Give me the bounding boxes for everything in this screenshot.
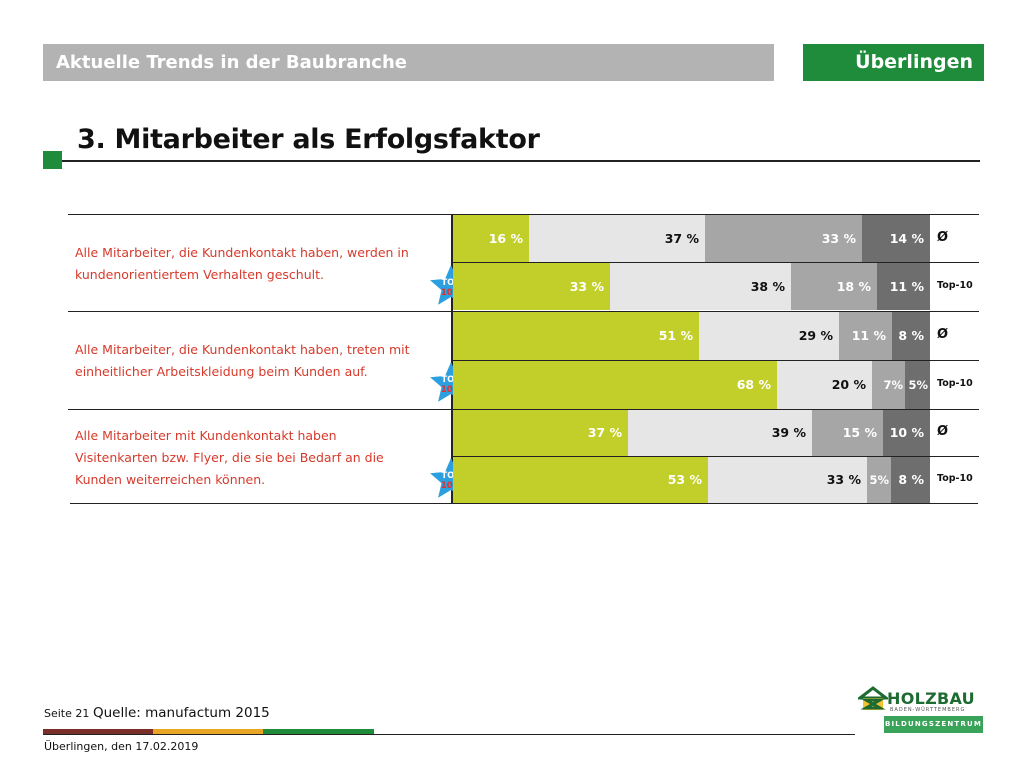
badge-text: 10% <box>441 385 462 395</box>
bar-axis-line <box>451 214 453 504</box>
data-label: 33 % <box>826 472 861 487</box>
bar-segment: 8 % <box>891 457 930 503</box>
chart-bottom-rule <box>70 503 978 504</box>
bar-segment: 33 % <box>705 215 862 262</box>
title-underline <box>62 160 980 162</box>
color-bar-yellow <box>153 729 263 734</box>
data-label: 8 % <box>898 328 924 343</box>
data-label: 51 % <box>658 328 693 343</box>
bar-segment: 11 % <box>839 312 892 360</box>
title-marker <box>43 151 62 169</box>
data-label: 5% <box>908 378 928 392</box>
group-divider <box>68 409 979 410</box>
header-location: Überlingen <box>803 44 984 81</box>
data-label: 10 % <box>889 425 924 440</box>
question-text: Alle Mitarbeiter, die Kundenkontakt habe… <box>75 342 410 379</box>
color-bar-green <box>263 729 374 734</box>
bar-segment: 51 % <box>453 312 699 360</box>
bar-segment: 18 % <box>791 263 877 310</box>
color-bar-red <box>43 729 153 734</box>
bar-segment: 37 % <box>453 410 628 456</box>
source-note: Quelle: manufactum 2015 <box>93 705 270 721</box>
bar-segment: 10 % <box>883 410 930 456</box>
holzbau-logo-icon <box>858 686 888 710</box>
data-label: 33 % <box>821 231 856 246</box>
footer-date: Überlingen, den 17.02.2019 <box>44 740 199 753</box>
data-label: 5% <box>869 473 889 487</box>
bar-segment: 29 % <box>699 312 839 360</box>
bar-segment: 33 % <box>708 457 867 503</box>
logo-bildungszentrum: BILDUNGSZENTRUM <box>884 716 983 733</box>
bar-segment: 20 % <box>777 361 872 409</box>
bar-segment: 8 % <box>892 312 930 360</box>
data-label: 33 % <box>569 279 604 294</box>
header-topic: Aktuelle Trends in der Baubranche <box>43 44 774 81</box>
bar-segment: 39 % <box>628 410 812 456</box>
data-label: 11 % <box>851 328 886 343</box>
bar-segment: 37 % <box>529 215 705 262</box>
row-divider <box>453 456 979 457</box>
badge-text: 10% <box>441 288 462 298</box>
bar-segment: 33 % <box>453 263 610 310</box>
group-divider <box>68 311 979 312</box>
row-label: Ø <box>937 424 949 439</box>
data-label: 39 % <box>771 425 806 440</box>
bar-segment: 38 % <box>610 263 791 310</box>
data-label: 16 % <box>488 231 523 246</box>
bar-segment: 15 % <box>812 410 883 456</box>
bar-segment: 14 % <box>862 215 930 262</box>
logo-name: HOLZBAU <box>887 689 975 708</box>
data-label: 38 % <box>750 279 785 294</box>
row-label: Top-10 <box>937 279 973 291</box>
bar-segment: 68 % <box>453 361 777 409</box>
data-label: 11 % <box>889 279 924 294</box>
data-label: 68 % <box>736 377 771 392</box>
data-label: 53 % <box>667 472 702 487</box>
badge-text: TOP <box>441 278 460 288</box>
bar-segment: 16 % <box>453 215 529 262</box>
footer-divider <box>43 734 855 735</box>
bar-segment: 53 % <box>453 457 708 503</box>
data-label: 8 % <box>898 472 924 487</box>
data-label: 7% <box>883 378 903 392</box>
badge-text: TOP <box>441 471 460 481</box>
bar-segment: 5% <box>905 361 930 409</box>
page-title: 3. Mitarbeiter als Erfolgsfaktor <box>77 124 540 155</box>
page-number: Seite 21 <box>44 707 90 720</box>
row-label: Ø <box>937 327 949 342</box>
data-label: 37 % <box>664 231 699 246</box>
footer-color-bar <box>43 729 374 734</box>
row-label: Ø <box>937 229 949 245</box>
bar-segment: 11 % <box>877 263 930 310</box>
row-label: Top-10 <box>937 473 973 484</box>
badge-text: TOP <box>441 375 460 385</box>
data-label: 18 % <box>836 279 871 294</box>
data-label: 15 % <box>842 425 877 440</box>
bar-segment: 7% <box>872 361 905 409</box>
data-label: 29 % <box>798 328 833 343</box>
row-divider <box>453 360 979 361</box>
data-label: 14 % <box>889 231 924 246</box>
row-label: Top-10 <box>937 378 973 389</box>
question-text: Alle Mitarbeiter, die Kundenkontakt habe… <box>75 245 409 282</box>
data-label: 37 % <box>587 425 622 440</box>
logo-subtitle: BADEN-WÜRTTEMBERG <box>890 707 966 713</box>
group-divider <box>68 214 979 215</box>
data-label: 20 % <box>831 377 866 392</box>
bar-segment: 5% <box>867 457 891 503</box>
question-text: Alle Mitarbeiter mit Kundenkontakt haben… <box>75 428 384 487</box>
row-divider <box>453 262 979 263</box>
badge-text: 10% <box>441 481 462 491</box>
